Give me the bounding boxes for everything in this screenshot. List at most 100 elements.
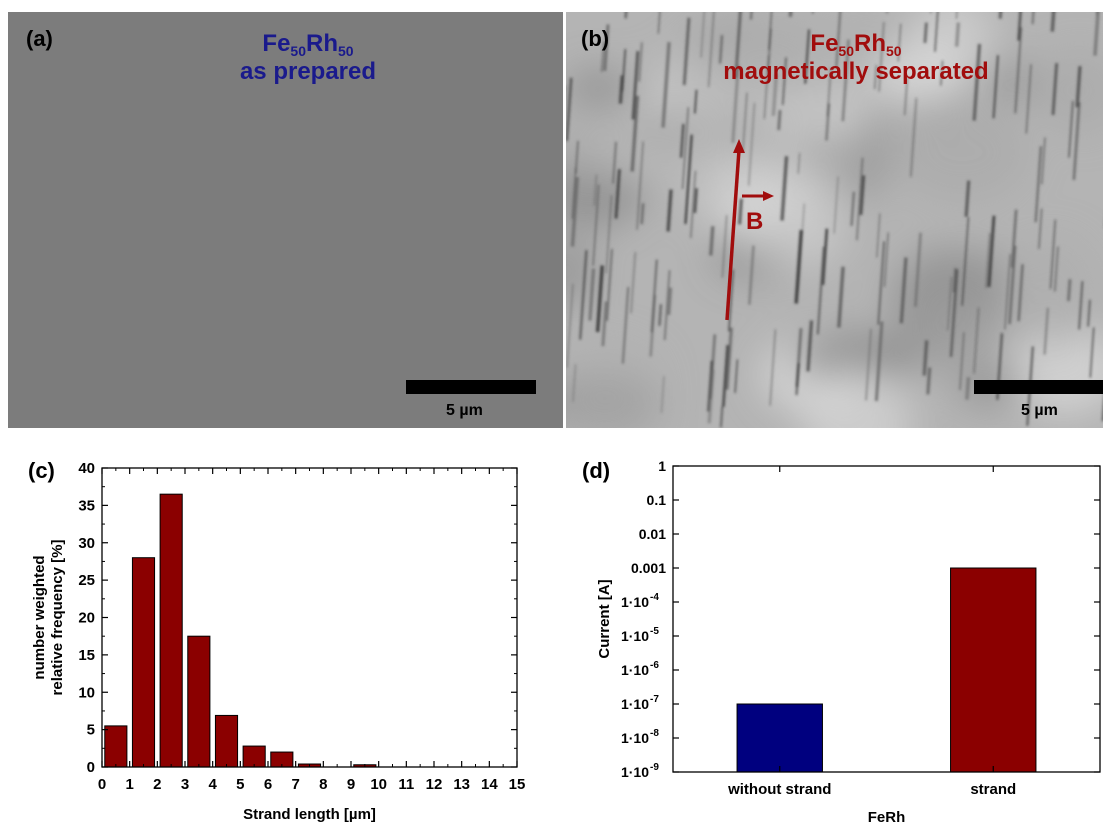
texture-streak bbox=[782, 57, 787, 105]
y-tick-exponent-d: -6 bbox=[650, 660, 659, 671]
x-tick-label-c: 3 bbox=[181, 776, 189, 793]
texture-streak bbox=[1066, 279, 1072, 302]
texture-streak bbox=[961, 216, 970, 306]
texture-streak bbox=[1041, 137, 1046, 185]
texture-blob bbox=[566, 235, 596, 308]
y-tick-exponent-d: -9 bbox=[650, 762, 659, 773]
x-tick-label-c: 13 bbox=[453, 776, 470, 793]
texture-streak bbox=[903, 78, 909, 116]
x-tick-label-c: 14 bbox=[481, 776, 498, 793]
y-tick-label-c: 5 bbox=[87, 722, 95, 739]
texture-streak bbox=[934, 12, 939, 52]
texture-streak bbox=[954, 22, 961, 47]
texture-streak bbox=[874, 321, 884, 402]
texture-streak bbox=[865, 328, 872, 401]
x-tick-label-c: 11 bbox=[398, 776, 414, 793]
y-tick-label-c: 15 bbox=[78, 647, 95, 664]
streak-texture bbox=[566, 12, 1103, 428]
texture-streak bbox=[748, 102, 756, 186]
texture-blob bbox=[921, 299, 1017, 376]
title-a-sub1: 50 bbox=[290, 43, 306, 59]
texture-streak bbox=[833, 176, 839, 234]
current-bar bbox=[950, 567, 1037, 773]
texture-streak bbox=[707, 369, 715, 424]
texture-blob bbox=[895, 103, 1030, 202]
title-a-line2: as prepared bbox=[239, 58, 377, 85]
texture-streak bbox=[738, 198, 743, 225]
texture-streak bbox=[593, 174, 598, 206]
y-tick-label-c: 35 bbox=[78, 497, 95, 514]
texture-streak bbox=[1004, 253, 1011, 330]
texture-streak bbox=[973, 307, 980, 374]
texture-streak bbox=[1072, 102, 1081, 180]
texture-streak bbox=[1025, 64, 1032, 134]
texture-streak bbox=[964, 180, 971, 217]
y-tick-label-c: 30 bbox=[78, 535, 95, 552]
scale-label-a: 5 µm bbox=[446, 402, 483, 419]
texture-blob bbox=[985, 58, 1039, 106]
field-label-b: B bbox=[746, 208, 764, 235]
texture-streak bbox=[1038, 208, 1043, 249]
texture-streak bbox=[663, 270, 671, 341]
texture-streak bbox=[1075, 65, 1082, 108]
texture-streak bbox=[660, 376, 665, 413]
y-tick-exponent-d: -8 bbox=[650, 728, 659, 739]
y-axis-title-c-line1: number weighted bbox=[31, 555, 48, 679]
x-tick-label-c: 0 bbox=[98, 776, 106, 793]
texture-streak bbox=[987, 215, 996, 288]
texture-streak bbox=[603, 24, 610, 71]
panel-label-a: (a) bbox=[26, 26, 53, 51]
texture-blob bbox=[732, 167, 846, 271]
texture-streak bbox=[922, 340, 929, 376]
texture-streak bbox=[926, 367, 932, 395]
texture-streak bbox=[947, 276, 953, 331]
texture-streak bbox=[1093, 12, 1100, 56]
texture-streak bbox=[630, 251, 637, 314]
x-tick-label-c: 6 bbox=[264, 776, 272, 793]
texture-streak bbox=[797, 152, 801, 174]
x-tick-label-c: 10 bbox=[370, 776, 387, 793]
panel-label-c: (c) bbox=[28, 458, 55, 483]
x-tick-label-c: 12 bbox=[426, 776, 443, 793]
texture-streak bbox=[821, 228, 829, 286]
title-a-fe: Fe bbox=[262, 30, 291, 57]
texture-streak bbox=[777, 109, 782, 131]
texture-streak bbox=[566, 77, 573, 141]
texture-streak bbox=[640, 203, 645, 225]
texture-streak bbox=[1031, 12, 1035, 25]
y-tick-label-c: 10 bbox=[78, 684, 95, 701]
texture-streak bbox=[897, 23, 902, 62]
texture-streak bbox=[649, 294, 657, 357]
texture-streak bbox=[700, 12, 705, 58]
texture-streak bbox=[825, 103, 831, 141]
micrograph-as-prepared: (a) Fe50Rh50 as prepared 5 µm bbox=[8, 12, 563, 428]
texture-streak bbox=[1068, 101, 1074, 158]
texture-streak bbox=[679, 123, 685, 158]
current-bar bbox=[736, 703, 823, 773]
texture-blob bbox=[805, 370, 913, 428]
strand-length-histogram: 0 1 2 3 4 5 6 7 8 9 10 11 12 13 14 150510152025303540St… bbox=[31, 460, 526, 823]
x-tick-label-c: 15 bbox=[509, 776, 526, 793]
y-tick-label-d: 1·10 bbox=[621, 730, 649, 746]
texture-streak bbox=[1017, 12, 1022, 41]
texture-streak bbox=[1034, 146, 1043, 223]
texture-blob bbox=[726, 15, 858, 109]
field-arrows bbox=[725, 139, 774, 321]
texture-streak bbox=[965, 377, 971, 400]
texture-streak bbox=[720, 406, 724, 428]
texture-streak bbox=[763, 55, 770, 119]
y-tick-label-d: 1·10 bbox=[621, 628, 649, 644]
texture-streak bbox=[1053, 246, 1060, 292]
plot-frame-d bbox=[672, 465, 1101, 773]
y-axis-title-c-line2: relative frequency [%] bbox=[49, 540, 66, 696]
texture-streak bbox=[572, 364, 577, 402]
texture-streak bbox=[859, 175, 866, 216]
texture-streak bbox=[707, 360, 713, 412]
histogram-bar bbox=[242, 745, 266, 768]
texture-streak bbox=[855, 157, 864, 241]
texture-streak bbox=[749, 12, 753, 20]
y-tick-exponent-d: -7 bbox=[650, 694, 659, 705]
texture-blob bbox=[1007, 235, 1099, 353]
texture-streak bbox=[708, 12, 715, 88]
